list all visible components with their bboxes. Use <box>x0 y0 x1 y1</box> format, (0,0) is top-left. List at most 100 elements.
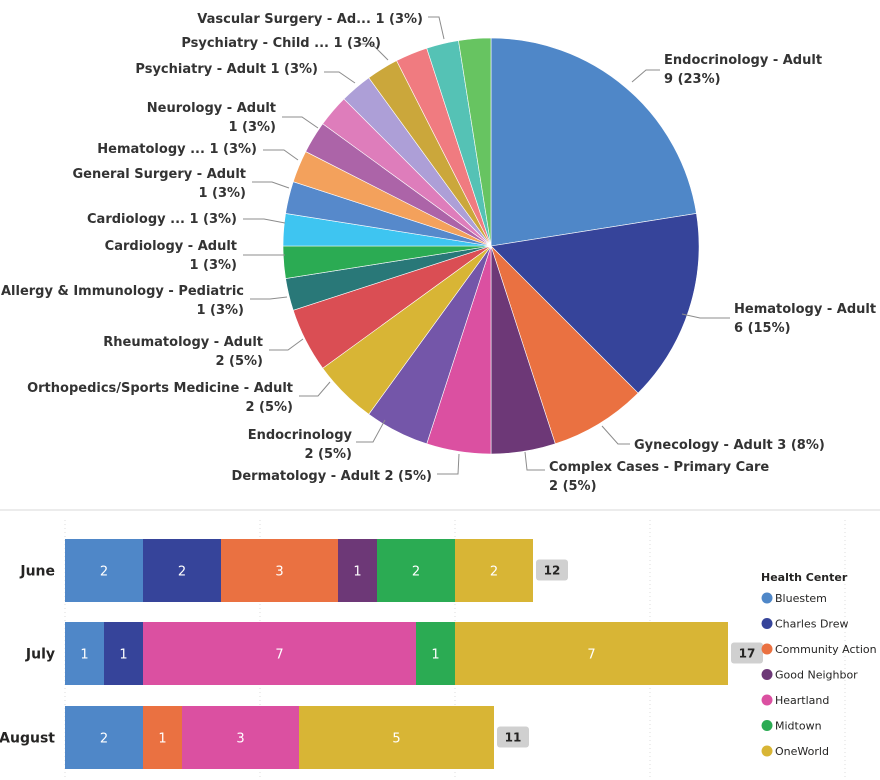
bar-segment-august-community-action[interactable] <box>143 706 182 769</box>
pie-label-general-surgery-adult: General Surgery - Adult <box>72 167 246 182</box>
bar-value-label: 1 <box>431 648 439 663</box>
pie-label-psychiatry-adult: Psychiatry - Adult 1 (3%) <box>135 62 318 77</box>
pie-slice-hematology-adult[interactable] <box>490 213 700 394</box>
bar-value-label: 5 <box>392 732 400 747</box>
legend-item-heartland[interactable]: Heartland <box>775 694 829 707</box>
legend-swatch-bluestem <box>761 592 773 604</box>
legend-item-bluestem[interactable]: Bluestem <box>775 592 827 605</box>
bar-segment-july-charles-drew[interactable] <box>104 622 143 685</box>
total-label-august: 11 <box>505 731 522 745</box>
pie-label-hematology-adult: Hematology - Adult <box>734 302 876 317</box>
pie-label-gynecology-adult: Gynecology - Adult 3 (8%) <box>634 438 825 453</box>
legend-item-good-neighbor[interactable]: Good Neighbor <box>775 669 858 682</box>
category-label-july: July <box>25 647 55 663</box>
bar-segment-june-charles-drew[interactable] <box>143 539 221 602</box>
bar-value-label: 1 <box>353 565 361 580</box>
pie-value-endocrinology: 2 (5%) <box>304 447 352 462</box>
bar-segment-june-oneworld[interactable] <box>455 539 533 602</box>
bar-segment-july-bluestem[interactable] <box>65 622 104 685</box>
legend-swatch-heartland <box>761 694 773 706</box>
leader-line-rheumatology-adult <box>269 338 304 351</box>
bar-segment-june-midtown[interactable] <box>377 539 455 602</box>
bar-value-label: 1 <box>80 648 88 663</box>
bar-value-label: 7 <box>587 648 595 663</box>
pie-label-hematology: Hematology ... 1 (3%) <box>97 142 257 157</box>
pie-slice-gynecology-adult[interactable] <box>490 245 639 445</box>
leader-line-hematology-adult <box>681 313 730 319</box>
pie-label-neurology-adult: Neurology - Adult <box>147 101 276 116</box>
leader-line-complex-cases-primary-care <box>524 451 545 471</box>
leader-line-psychiatry-adult <box>324 71 356 84</box>
pie-value-orthopedics-sports-medicine-adult: 2 (5%) <box>245 400 293 415</box>
pie-label-psychiatry-child: Psychiatry - Child ... 1 (3%) <box>181 36 381 51</box>
bar-segment-august-bluestem[interactable] <box>65 706 143 769</box>
leader-line-general-surgery-adult <box>252 181 290 189</box>
pie-label-dermatology-adult: Dermatology - Adult 2 (5%) <box>232 469 432 484</box>
pie-value-rheumatology-adult: 2 (5%) <box>215 354 263 369</box>
bar-segment-june-good-neighbor[interactable] <box>338 539 377 602</box>
leader-line-dermatology-adult <box>437 453 460 475</box>
pie-label-cardiology: Cardiology ... 1 (3%) <box>87 212 237 227</box>
leader-line-allergy-immunology-pediatric <box>250 296 288 300</box>
bar-segment-july-oneworld[interactable] <box>455 622 728 685</box>
bar-value-label: 2 <box>100 565 108 580</box>
legend-swatch-community-action <box>761 643 773 655</box>
legend-item-community-action[interactable]: Community Action <box>775 643 877 656</box>
bar-value-label: 3 <box>275 565 283 580</box>
pie-slice-slice-20[interactable] <box>458 37 492 247</box>
category-label-august: August <box>0 731 55 747</box>
total-badge-june <box>536 559 568 581</box>
legend-title: Health Center <box>761 571 848 584</box>
pie-label-endocrinology: Endocrinology <box>248 428 353 443</box>
pie-label-complex-cases-primary-care: Complex Cases - Primary Care <box>549 460 769 475</box>
bar-segment-august-heartland[interactable] <box>182 706 299 769</box>
total-label-july: 17 <box>739 647 756 661</box>
legend-item-midtown[interactable]: Midtown <box>775 720 822 733</box>
leader-line-orthopedics-sports-medicine-adult <box>299 381 331 397</box>
pie-value-general-surgery-adult: 1 (3%) <box>198 186 246 201</box>
pie-value-neurology-adult: 1 (3%) <box>228 120 276 135</box>
bar-value-label: 2 <box>490 565 498 580</box>
pie-value-cardiology-adult: 1 (3%) <box>189 258 237 273</box>
legend-swatch-good-neighbor <box>761 669 773 680</box>
pie-label-cardiology-adult: Cardiology - Adult <box>105 239 237 254</box>
leader-line-hematology <box>263 149 299 161</box>
pie-value-allergy-immunology-pediatric: 1 (3%) <box>196 303 244 318</box>
pie-value-complex-cases-primary-care: 2 (5%) <box>549 479 597 494</box>
leader-line-endocrinology-adult <box>631 69 660 83</box>
leader-line-endocrinology <box>356 419 386 443</box>
legend-item-charles-drew[interactable]: Charles Drew <box>775 618 848 631</box>
bar-value-label: 1 <box>158 732 166 747</box>
pie-label-allergy-immunology-pediatric: Allergy & Immunology - Pediatric <box>1 284 244 299</box>
leader-line-gynecology-adult <box>601 425 630 445</box>
legend: Health Center Bluestem Charles Drew Communi… <box>761 571 877 758</box>
pie-label-vascular-surgery-ad: Vascular Surgery - Ad... 1 (3%) <box>197 12 423 27</box>
bar-segment-july-midtown[interactable] <box>416 622 455 685</box>
pie-slice-endocrinology-adult[interactable] <box>490 37 697 247</box>
category-label-june: June <box>19 564 55 580</box>
bar-value-label: 2 <box>178 565 186 580</box>
pie-value-endocrinology-adult: 9 (23%) <box>664 72 721 87</box>
legend-item-oneworld[interactable]: OneWorld <box>775 745 829 758</box>
bar-segment-june-community-action[interactable] <box>221 539 338 602</box>
total-label-june: 12 <box>544 564 561 578</box>
leader-line-neurology-adult <box>282 116 319 129</box>
leader-line-vascular-surgery-ad <box>428 16 445 40</box>
leader-line-psychiatry-child <box>360 43 389 61</box>
total-badge-july <box>731 642 763 664</box>
legend-swatch-midtown <box>761 720 773 731</box>
legend-swatch-charles-drew <box>761 618 773 629</box>
pie-label-rheumatology-adult: Rheumatology - Adult <box>103 335 263 350</box>
bar-segment-august-oneworld[interactable] <box>299 706 494 769</box>
bar-value-label: 7 <box>275 648 283 663</box>
bar-segment-june-bluestem[interactable] <box>65 539 143 602</box>
bar-segment-july-heartland[interactable] <box>143 622 416 685</box>
pie-value-hematology-adult: 6 (15%) <box>734 321 791 336</box>
total-badge-august <box>497 726 529 748</box>
legend-swatch-oneworld <box>761 745 773 757</box>
pie-chart: Endocrinology - Adult 9 (23%) Hematology -… <box>1 12 876 494</box>
bar-value-label: 1 <box>119 648 127 663</box>
bar-value-label: 2 <box>412 565 420 580</box>
